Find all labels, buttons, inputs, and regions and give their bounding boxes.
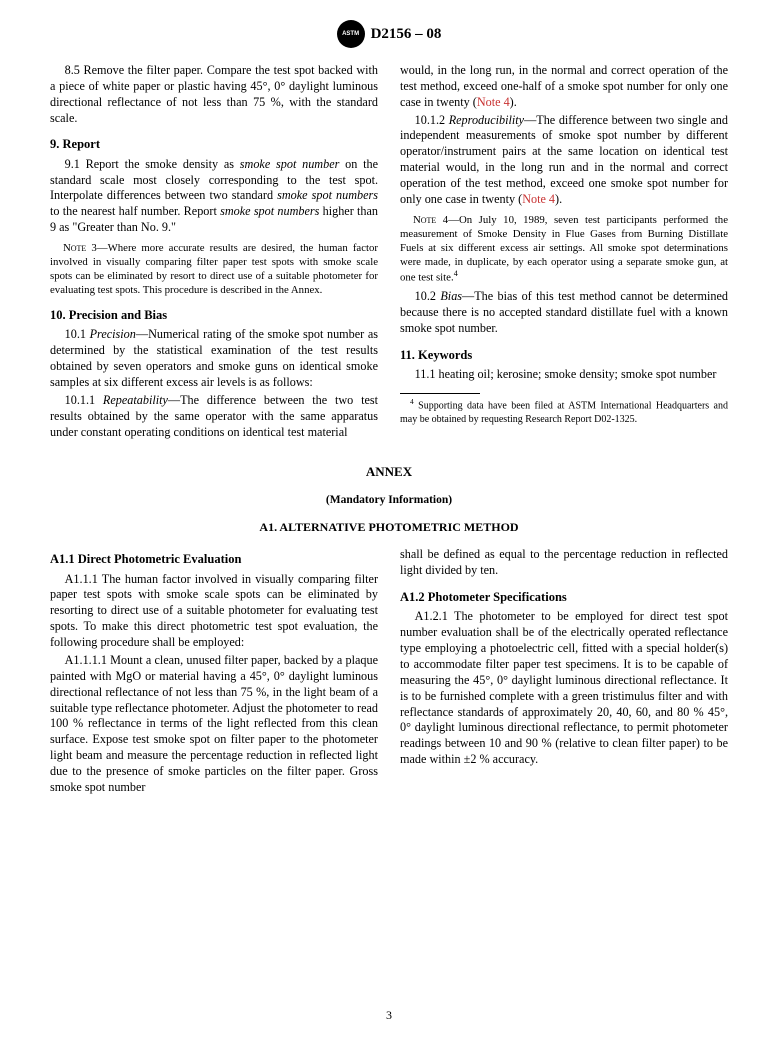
text: 10.2 <box>415 289 441 303</box>
annex-section-title: A1. ALTERNATIVE PHOTOMETRIC METHOD <box>50 520 728 535</box>
page: ASTM D2156 – 08 8.5 Remove the filter pa… <box>0 0 778 1041</box>
note-3: Note 3—Where more accurate results are d… <box>50 241 378 297</box>
term-reproducibility: Reproducibility <box>449 113 524 127</box>
note-4-label: Note 4— <box>413 214 459 226</box>
note-4-sup: 4 <box>454 269 458 278</box>
document-number: D2156 – 08 <box>371 26 442 43</box>
annex-columns: A1.1 Direct Photometric Evaluation A1.1.… <box>50 547 728 795</box>
note-4: Note 4—On July 10, 1989, seven test part… <box>400 213 728 285</box>
term-precision: Precision <box>90 327 136 341</box>
term-smoke-spot-number: smoke spot number <box>240 157 340 171</box>
para-a1-1-1-1: A1.1.1.1 Mount a clean, unused filter pa… <box>50 653 378 796</box>
para-10-1-1-cont: would, in the long run, in the normal an… <box>400 63 728 111</box>
page-header: ASTM D2156 – 08 <box>50 20 728 48</box>
para-11-1: 11.1 heating oil; kerosine; smoke densit… <box>400 367 728 383</box>
heading-a1-2: A1.2 Photometer Specifications <box>400 589 728 605</box>
term-smoke-spot-numbers-2: smoke spot numbers <box>220 204 319 218</box>
heading-9: 9. Report <box>50 136 378 152</box>
text: 9.1 Report the smoke density as <box>65 157 240 171</box>
text: to the nearest half number. Report <box>50 204 220 218</box>
text: 10.1 <box>65 327 90 341</box>
text: would, in the long run, in the normal an… <box>400 63 728 109</box>
page-number: 3 <box>0 1008 778 1023</box>
footnote-rule <box>400 393 480 394</box>
para-10-1: 10.1 Precision—Numerical rating of the s… <box>50 327 378 390</box>
header-content: ASTM D2156 – 08 <box>337 20 442 48</box>
text: 10.1.2 <box>415 113 449 127</box>
footnote-4: 4 Supporting data have been filed at AST… <box>400 397 728 425</box>
text: ). <box>555 192 562 206</box>
note-4-ref: Note 4 <box>477 95 510 109</box>
term-smoke-spot-numbers: smoke spot numbers <box>277 188 378 202</box>
note-4-ref-2: Note 4 <box>522 192 555 206</box>
footnote-4-text: Supporting data have been filed at ASTM … <box>400 401 728 425</box>
annex-subtitle: (Mandatory Information) <box>50 494 728 506</box>
para-8-5: 8.5 Remove the filter paper. Compare the… <box>50 63 378 126</box>
term-bias: Bias <box>440 289 462 303</box>
para-10-2: 10.2 Bias—The bias of this test method c… <box>400 289 728 337</box>
term-repeatability: Repeatability <box>103 393 168 407</box>
text: ). <box>510 95 517 109</box>
heading-11: 11. Keywords <box>400 347 728 363</box>
annex-title: ANNEX <box>50 464 728 480</box>
para-10-1-2: 10.1.2 Reproducibility—The difference be… <box>400 113 728 208</box>
astm-logo-icon: ASTM <box>337 20 365 48</box>
heading-a1-1: A1.1 Direct Photometric Evaluation <box>50 551 378 567</box>
note-3-label: Note 3— <box>63 242 108 254</box>
para-a1-1-1: A1.1.1 The human factor involved in visu… <box>50 572 378 651</box>
main-body-columns: 8.5 Remove the filter paper. Compare the… <box>50 63 728 440</box>
para-10-1-1: 10.1.1 Repeatability—The difference betw… <box>50 393 378 441</box>
para-9-1: 9.1 Report the smoke density as smoke sp… <box>50 157 378 236</box>
text: 10.1.1 <box>65 393 103 407</box>
heading-10: 10. Precision and Bias <box>50 307 378 323</box>
annex-header: ANNEX (Mandatory Information) A1. ALTERN… <box>50 464 728 535</box>
footnote-block: 4 Supporting data have been filed at AST… <box>400 393 728 425</box>
para-a1-1-1-1-cont: shall be defined as equal to the percent… <box>400 547 728 579</box>
para-a1-2-1: A1.2.1 The photometer to be employed for… <box>400 609 728 768</box>
